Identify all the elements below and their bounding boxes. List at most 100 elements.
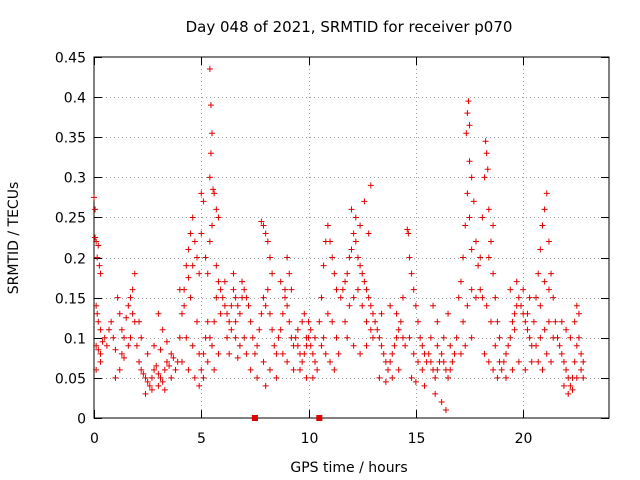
data-point xyxy=(258,218,265,225)
data-point xyxy=(121,354,128,361)
data-point xyxy=(93,342,100,349)
data-point xyxy=(183,334,190,341)
data-point xyxy=(548,358,555,365)
data-point xyxy=(434,366,441,373)
x-tick-label: 0 xyxy=(90,431,99,447)
data-point xyxy=(415,358,422,365)
data-point xyxy=(157,374,164,381)
x-tick-label: 15 xyxy=(408,431,426,447)
data-point xyxy=(352,238,359,245)
data-point xyxy=(215,278,222,285)
data-point xyxy=(430,302,437,309)
y-tick-label: 0.4 xyxy=(64,91,86,107)
data-point xyxy=(397,318,404,325)
data-point xyxy=(492,342,499,349)
data-point xyxy=(479,294,486,301)
data-point xyxy=(144,378,151,385)
data-point xyxy=(151,342,158,349)
data-point xyxy=(554,334,561,341)
data-point xyxy=(178,358,185,365)
data-point xyxy=(350,342,357,349)
data-point xyxy=(556,342,563,349)
data-point xyxy=(301,350,308,357)
y-tick-label: 0.35 xyxy=(55,131,86,147)
data-point xyxy=(395,366,402,373)
data-point xyxy=(578,366,585,373)
data-point xyxy=(140,370,147,377)
data-point xyxy=(470,198,477,205)
data-point xyxy=(301,310,308,317)
data-point xyxy=(245,302,252,309)
data-point xyxy=(116,366,123,373)
data-point xyxy=(127,334,134,341)
data-point xyxy=(299,318,306,325)
data-point xyxy=(224,334,231,341)
data-point xyxy=(361,278,368,285)
data-point xyxy=(232,318,239,325)
data-point xyxy=(468,286,475,293)
data-point xyxy=(320,262,327,269)
data-point xyxy=(485,254,492,261)
data-point xyxy=(196,382,203,389)
data-point xyxy=(266,310,273,317)
data-point xyxy=(447,366,454,373)
y-tick-label: 0.2 xyxy=(64,252,86,268)
data-point xyxy=(269,270,276,277)
data-point xyxy=(479,214,486,221)
data-point xyxy=(206,66,213,73)
axis-ticks: 0 0.05 0.1 0.15 0.2 0.25 0.3 0.35 0.4 0.45 0 5 10 15 2… xyxy=(55,51,609,447)
data-point xyxy=(309,374,316,381)
data-point xyxy=(294,326,301,333)
data-point xyxy=(382,378,389,385)
data-point xyxy=(166,362,173,369)
data-point xyxy=(262,230,269,237)
data-point xyxy=(297,366,303,373)
data-point xyxy=(331,270,338,277)
data-point xyxy=(463,130,470,137)
data-point xyxy=(187,294,194,301)
data-point xyxy=(359,302,366,309)
data-point xyxy=(247,318,254,325)
data-point xyxy=(526,294,533,301)
data-point xyxy=(230,270,237,277)
data-point xyxy=(449,358,456,365)
data-point xyxy=(541,326,548,333)
data-point xyxy=(183,262,190,269)
data-point xyxy=(316,318,323,325)
data-point xyxy=(148,374,155,381)
data-point xyxy=(112,374,119,381)
data-point xyxy=(509,366,516,373)
data-point xyxy=(161,386,168,393)
data-point xyxy=(204,318,211,325)
data-point xyxy=(533,294,540,301)
data-point xyxy=(198,190,205,197)
data-point xyxy=(97,270,104,277)
data-point xyxy=(230,286,237,293)
data-point xyxy=(198,230,205,237)
data-point xyxy=(400,334,406,341)
data-point xyxy=(492,294,499,301)
data-point xyxy=(226,350,233,357)
data-point xyxy=(526,334,533,341)
data-point xyxy=(412,302,419,309)
data-point xyxy=(163,358,170,365)
data-point xyxy=(472,238,479,245)
data-point xyxy=(346,254,353,261)
data-point xyxy=(314,366,321,373)
data-point xyxy=(176,334,183,341)
data-point xyxy=(464,110,471,117)
data-point xyxy=(260,222,267,229)
data-point xyxy=(498,366,505,373)
data-point xyxy=(445,310,452,317)
data-point xyxy=(292,334,299,341)
data-point xyxy=(337,294,344,301)
y-tick-label: 0.05 xyxy=(55,372,86,388)
data-point xyxy=(206,174,213,181)
data-point xyxy=(153,362,160,369)
data-point xyxy=(142,390,149,397)
data-point xyxy=(432,374,439,381)
data-point xyxy=(481,174,488,181)
data-point xyxy=(503,350,509,357)
data-point xyxy=(545,286,552,293)
data-point xyxy=(262,382,269,389)
